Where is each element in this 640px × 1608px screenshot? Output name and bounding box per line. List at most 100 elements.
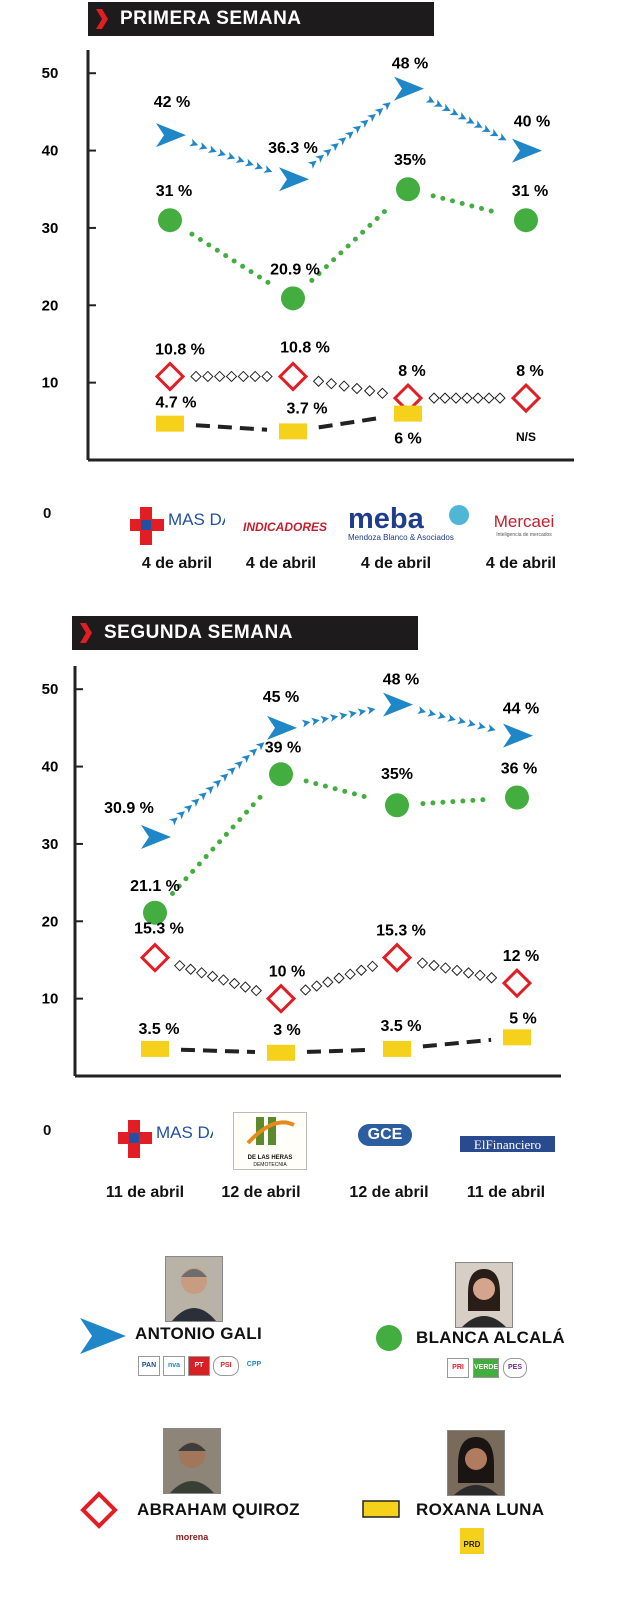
luna-point-rect bbox=[156, 415, 184, 432]
gali-connector-chevron bbox=[198, 142, 208, 150]
candidate-photo-alcala bbox=[455, 1262, 513, 1328]
party-logo: CPP bbox=[243, 1356, 265, 1374]
quiroz-point-diamond bbox=[501, 968, 533, 999]
gali-connector-chevron bbox=[226, 767, 236, 776]
quiroz-connector-diamond bbox=[237, 370, 250, 383]
gali-connector-chevron bbox=[254, 161, 264, 170]
quiroz-connector-diamond bbox=[239, 981, 252, 993]
quiroz-connector-diamond bbox=[474, 969, 486, 982]
alcala-connector-dots bbox=[420, 796, 494, 807]
quiroz-connector-diamond bbox=[195, 967, 208, 979]
gali-connector-chevron bbox=[205, 786, 214, 795]
y-tick-label: 40 bbox=[42, 143, 59, 160]
data-label: 45 % bbox=[263, 689, 299, 706]
quiroz-connector-diamond bbox=[312, 375, 325, 387]
alcala-connector-dots bbox=[430, 193, 504, 217]
candidate-photo-gali bbox=[165, 1256, 223, 1322]
data-label: 20.9 % bbox=[270, 261, 320, 278]
data-label: 42 % bbox=[154, 94, 190, 111]
date-label: 11 de abril bbox=[105, 1184, 185, 1201]
svg-text:MAS DATA: MAS DATA bbox=[156, 1123, 213, 1142]
gali-connector-chevron bbox=[315, 154, 324, 163]
section-1-banner: PRIMERA SEMANA bbox=[88, 2, 434, 36]
gali-connector-chevron bbox=[352, 125, 362, 134]
candidate-name-gali: ANTONIO GALI bbox=[135, 1324, 263, 1343]
quiroz-connector-diamond bbox=[213, 370, 226, 383]
circle-marker-icon bbox=[376, 1325, 402, 1351]
gali-connector-chevron bbox=[322, 148, 332, 158]
quiroz-connector-diamond bbox=[363, 385, 376, 397]
logo-de-las-heras: DE LAS HERAS DEMOTECNIA bbox=[233, 1112, 307, 1170]
data-label: 39 % bbox=[265, 739, 301, 756]
gali-connector-chevron bbox=[197, 792, 207, 801]
gali-connector-chevron bbox=[473, 120, 483, 128]
quiroz-connector-diamond bbox=[351, 382, 363, 395]
chart-primera-semana: 10 20 30 40 50 42 % 36.3 % 48 % 40 % 31 % 20.9 % 35… bbox=[42, 50, 574, 462]
quiroz-point-diamond bbox=[510, 382, 542, 414]
luna-connector-dashes bbox=[318, 415, 383, 430]
data-label: 3.5 % bbox=[381, 1018, 422, 1035]
candidate-photo-quiroz bbox=[163, 1428, 221, 1494]
data-label: 31 % bbox=[512, 183, 548, 200]
gali-point-arrow bbox=[512, 138, 542, 163]
data-label: N/S bbox=[516, 430, 536, 444]
quiroz-connector-diamond bbox=[450, 392, 462, 404]
y-tick-label: 20 bbox=[42, 913, 59, 930]
gali-connector-chevron bbox=[207, 145, 217, 153]
gali-connector-chevron bbox=[441, 103, 451, 111]
date-label: 4 de abril bbox=[485, 555, 557, 572]
quiroz-connector-diamond bbox=[439, 392, 451, 404]
data-label: 3.5 % bbox=[139, 1021, 180, 1038]
quiroz-connector-diamond bbox=[249, 370, 261, 383]
gali-connector-chevron bbox=[307, 160, 317, 169]
quiroz-connector-diamond bbox=[355, 964, 368, 976]
data-label: 21.1 % bbox=[130, 878, 180, 895]
logo-mas-data: MAS DATA bbox=[130, 505, 253, 549]
data-label: 3 % bbox=[273, 1022, 301, 1039]
data-label: 36.3 % bbox=[268, 140, 318, 157]
gali-connector-chevron bbox=[219, 773, 229, 782]
quiroz-point-diamond bbox=[381, 942, 413, 973]
section-2-title: SEGUNDA SEMANA bbox=[104, 622, 293, 643]
data-label: 35% bbox=[394, 152, 426, 169]
alcala-point-circle bbox=[269, 762, 293, 787]
logo-mercaei: Mercaei Inteligencia de mercados bbox=[493, 512, 555, 538]
gali-connector-chevron bbox=[465, 116, 475, 124]
alcala-connector-dots bbox=[189, 231, 274, 287]
data-label: 15.3 % bbox=[134, 921, 184, 938]
gali-connector-chevron bbox=[244, 158, 254, 167]
luna-connector-dashes bbox=[306, 1047, 372, 1054]
alcala-point-circle bbox=[396, 177, 420, 202]
gali-connector-chevron bbox=[241, 754, 250, 764]
quiroz-connector-diamond bbox=[206, 970, 219, 983]
gali-connector-chevron bbox=[337, 137, 347, 146]
luna-point-rect bbox=[383, 1040, 411, 1057]
gali-connector-chevron bbox=[374, 108, 384, 117]
party-logo: morena bbox=[172, 1528, 212, 1546]
chevron-right-icon bbox=[80, 623, 92, 643]
quiroz-point-diamond bbox=[265, 983, 297, 1014]
quiroz-connector-diamond bbox=[261, 370, 273, 383]
gali-connector-chevron bbox=[344, 131, 354, 140]
party-logo: PRD bbox=[460, 1528, 484, 1554]
gali-connector-chevron bbox=[234, 761, 243, 770]
quiroz-connector-diamond bbox=[333, 972, 345, 984]
gali-connector-chevron bbox=[449, 107, 459, 116]
logo-el-financiero: ElFinanciero bbox=[460, 1136, 555, 1152]
gali-connector-chevron bbox=[311, 717, 320, 726]
date-label: 4 de abril bbox=[245, 555, 317, 572]
date-label: 12 de abril bbox=[221, 1184, 301, 1201]
logo-meba: meba Mendoza Blanco & Asociados bbox=[348, 505, 473, 545]
party-logo: PRI bbox=[447, 1358, 469, 1378]
quiroz-connector-diamond bbox=[338, 380, 350, 392]
gali-connector-chevron bbox=[433, 99, 443, 107]
gali-connector-chevron bbox=[417, 706, 427, 715]
gali-connector-chevron bbox=[425, 95, 435, 103]
gali-connector-chevron bbox=[357, 708, 367, 717]
gali-connector-chevron bbox=[437, 711, 446, 720]
gali-connector-chevron bbox=[481, 124, 491, 132]
quiroz-connector-diamond bbox=[494, 392, 506, 404]
gali-connector-chevron bbox=[235, 155, 245, 163]
quiroz-connector-diamond bbox=[376, 387, 389, 400]
diamond-marker-icon bbox=[80, 1491, 118, 1529]
